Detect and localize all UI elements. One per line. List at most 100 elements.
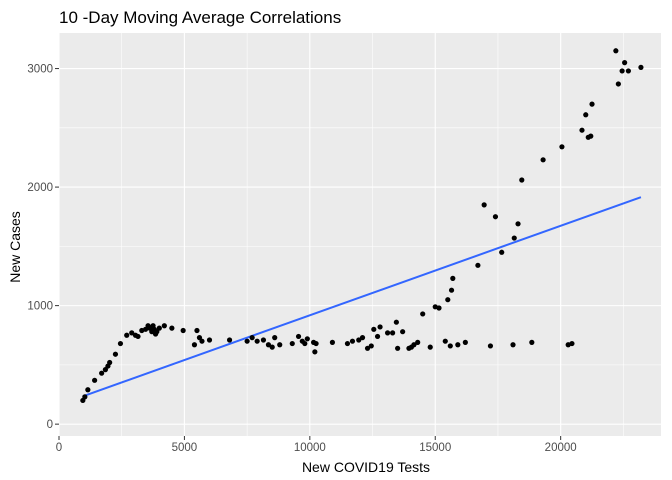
data-point <box>622 60 628 66</box>
data-point <box>400 329 406 335</box>
y-tick-label: 0 <box>47 419 53 431</box>
data-point <box>588 133 594 139</box>
data-point <box>194 327 200 334</box>
data-point <box>445 297 451 303</box>
y-tick-label: 1000 <box>27 301 53 313</box>
data-point <box>415 339 421 345</box>
major-gridlines <box>58 33 661 436</box>
data-point <box>161 323 167 329</box>
data-point <box>99 370 105 376</box>
data-point <box>302 340 308 347</box>
data-point <box>180 327 186 334</box>
data-point <box>82 394 88 400</box>
data-point <box>540 157 546 163</box>
data-point <box>492 214 499 220</box>
data-point <box>304 336 310 342</box>
data-point <box>112 351 119 357</box>
data-point <box>277 342 283 348</box>
data-point <box>420 311 426 317</box>
data-point <box>475 262 481 268</box>
data-points <box>80 48 644 404</box>
data-point <box>272 335 278 341</box>
data-point <box>499 249 505 255</box>
data-point <box>329 339 336 345</box>
data-point <box>254 338 260 344</box>
data-point <box>169 325 175 331</box>
data-point <box>559 144 565 150</box>
data-point <box>384 330 391 336</box>
data-point <box>371 326 377 332</box>
data-point <box>448 287 455 293</box>
data-point <box>92 377 98 383</box>
data-point <box>107 359 113 366</box>
data-point <box>124 332 130 338</box>
data-point <box>393 319 399 325</box>
data-point <box>615 81 621 87</box>
data-point <box>511 235 517 241</box>
data-point <box>344 340 351 347</box>
data-point <box>356 337 362 343</box>
data-point <box>442 338 448 344</box>
data-point <box>295 333 302 340</box>
x-tick-label: 20000 <box>545 442 577 454</box>
data-point <box>191 342 198 348</box>
data-point <box>613 48 619 54</box>
data-point <box>312 349 318 355</box>
plot-panel <box>59 33 661 436</box>
data-point <box>260 337 267 343</box>
data-point <box>515 221 521 227</box>
x-tick-label: 0 <box>56 442 62 454</box>
regression-line <box>82 196 642 398</box>
data-point <box>390 330 396 336</box>
x-tick-label: 15000 <box>419 442 451 454</box>
data-point <box>206 337 213 343</box>
data-point <box>395 345 401 351</box>
data-point <box>368 343 374 349</box>
data-point <box>462 339 468 345</box>
data-point <box>374 333 381 340</box>
x-tick-label: 5000 <box>172 442 198 454</box>
y-tick-label: 3000 <box>27 64 53 76</box>
data-point <box>447 343 453 349</box>
y-axis: 0 1000 2000 3000 <box>27 64 59 431</box>
minor-gridlines <box>59 33 661 436</box>
data-point <box>481 202 487 208</box>
data-point <box>226 337 233 343</box>
data-point <box>455 342 461 348</box>
data-point <box>265 342 272 348</box>
chart-title: 10 -Day Moving Average Correlations <box>59 8 341 27</box>
x-axis: 0 5000 10000 15000 20000 <box>56 436 577 454</box>
data-point <box>85 387 91 393</box>
data-point <box>427 344 433 350</box>
data-point <box>579 127 585 133</box>
data-point <box>349 338 356 344</box>
data-point <box>289 340 295 347</box>
data-point <box>411 342 417 348</box>
data-point <box>487 343 494 349</box>
data-point <box>583 112 589 118</box>
data-point <box>359 335 366 341</box>
data-point <box>589 101 595 107</box>
data-point <box>244 338 250 344</box>
data-point <box>638 64 644 70</box>
data-point <box>269 344 275 350</box>
data-point <box>135 333 141 340</box>
data-point <box>249 335 255 341</box>
data-point <box>519 177 525 183</box>
data-point <box>510 342 516 348</box>
data-point <box>156 325 162 331</box>
y-tick-label: 2000 <box>27 182 53 194</box>
data-point <box>625 68 631 74</box>
data-point <box>313 340 319 347</box>
data-point <box>569 340 575 347</box>
data-point <box>529 339 535 345</box>
x-tick-label: 10000 <box>294 442 326 454</box>
data-point <box>450 275 456 281</box>
data-point <box>364 345 371 351</box>
y-axis-title: New Cases <box>7 211 23 283</box>
data-point <box>129 330 135 336</box>
data-point <box>436 305 442 311</box>
data-point <box>199 338 205 344</box>
data-point <box>117 340 124 347</box>
